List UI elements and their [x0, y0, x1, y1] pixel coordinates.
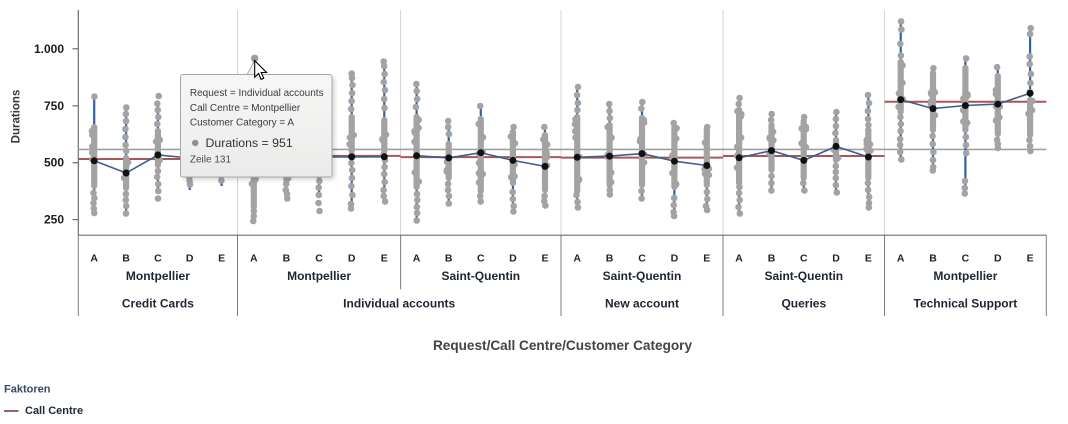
svg-text:Saint-Quentin: Saint-Quentin	[764, 269, 843, 283]
svg-text:250: 250	[44, 213, 64, 227]
svg-text:Call Centre = Montpellier: Call Centre = Montpellier	[190, 103, 301, 114]
svg-text:A: A	[897, 253, 905, 265]
svg-text:1.000: 1.000	[34, 42, 64, 56]
svg-text:Montpellier: Montpellier	[126, 269, 190, 283]
svg-text:A: A	[250, 253, 258, 265]
svg-text:New account: New account	[605, 297, 679, 311]
svg-text:C: C	[638, 253, 646, 265]
svg-text:Durations: Durations	[11, 90, 23, 144]
svg-text:E: E	[218, 253, 225, 265]
svg-text:D: D	[509, 253, 517, 265]
svg-text:E: E	[703, 253, 710, 265]
svg-text:B: B	[929, 253, 937, 265]
svg-text:D: D	[348, 253, 356, 265]
svg-text:Request/Call Centre/Customer C: Request/Call Centre/Customer Category	[433, 338, 693, 353]
svg-text:C: C	[477, 253, 485, 265]
svg-text:C: C	[154, 253, 162, 265]
svg-text:E: E	[865, 253, 872, 265]
svg-text:E: E	[381, 253, 388, 265]
svg-text:Durations = 951: Durations = 951	[206, 136, 293, 150]
svg-text:Customer Category = A: Customer Category = A	[190, 117, 295, 128]
svg-text:Saint-Quentin: Saint-Quentin	[603, 269, 682, 283]
svg-text:B: B	[122, 253, 130, 265]
svg-text:D: D	[832, 253, 840, 265]
svg-text:A: A	[413, 253, 421, 265]
svg-text:E: E	[541, 253, 548, 265]
svg-text:D: D	[186, 253, 194, 265]
svg-text:B: B	[768, 253, 776, 265]
svg-text:Saint-Quentin: Saint-Quentin	[441, 269, 520, 283]
svg-text:D: D	[994, 253, 1002, 265]
svg-text:B: B	[445, 253, 453, 265]
svg-text:C: C	[315, 253, 323, 265]
svg-text:Call Centre: Call Centre	[25, 405, 83, 417]
svg-text:A: A	[573, 253, 581, 265]
svg-text:Montpellier: Montpellier	[933, 269, 997, 283]
svg-text:Individual accounts: Individual accounts	[343, 297, 455, 311]
svg-text:A: A	[90, 253, 98, 265]
svg-text:Zeile 131: Zeile 131	[190, 155, 232, 166]
svg-text:Queries: Queries	[781, 297, 826, 311]
svg-text:750: 750	[44, 99, 64, 113]
svg-text:500: 500	[44, 156, 64, 170]
svg-text:C: C	[962, 253, 970, 265]
svg-text:C: C	[800, 253, 808, 265]
svg-text:Technical Support: Technical Support	[914, 297, 1018, 311]
svg-text:B: B	[606, 253, 614, 265]
svg-text:Montpellier: Montpellier	[287, 269, 351, 283]
svg-text:Request = Individual accounts: Request = Individual accounts	[190, 88, 324, 99]
svg-text:A: A	[735, 253, 743, 265]
svg-text:B: B	[283, 253, 291, 265]
svg-text:E: E	[1027, 253, 1034, 265]
svg-text:Faktoren: Faktoren	[4, 384, 51, 396]
svg-text:D: D	[671, 253, 679, 265]
svg-text:Credit Cards: Credit Cards	[122, 297, 194, 311]
